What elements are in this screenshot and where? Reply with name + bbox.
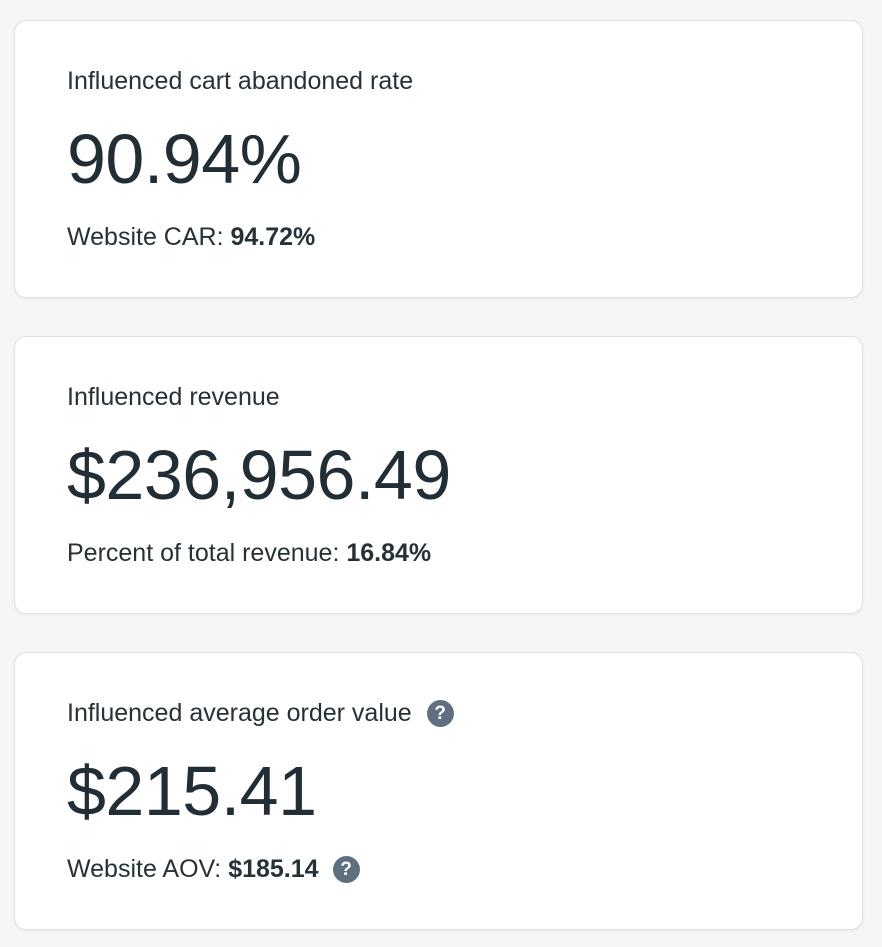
- comparison-value: $185.14: [228, 855, 319, 883]
- metric-comparison-text: Percent of total revenue: 16.84%: [67, 537, 431, 569]
- metric-comparison-row: Website CAR: 94.72%: [67, 221, 810, 253]
- metric-comparison-text: Website CAR: 94.72%: [67, 221, 315, 253]
- comparison-value: 94.72%: [230, 223, 316, 251]
- comparison-value: 16.84%: [346, 539, 432, 567]
- metric-title-row: Influenced average order value ?: [67, 697, 810, 729]
- metric-comparison-row: Percent of total revenue: 16.84%: [67, 537, 810, 569]
- metric-card-influenced-average-order-value: Influenced average order value ? $215.41…: [14, 652, 863, 930]
- metric-title: Influenced cart abandoned rate: [67, 67, 414, 95]
- metric-card-influenced-revenue: Influenced revenue $236,956.49 Percent o…: [14, 336, 863, 614]
- help-icon-glyph: ?: [434, 702, 446, 724]
- metric-value: 90.94%: [67, 120, 302, 198]
- metric-value: $236,956.49: [67, 436, 451, 514]
- metric-title-row: Influenced cart abandoned rate: [67, 65, 810, 97]
- help-icon-glyph: ?: [340, 858, 352, 880]
- metric-title: Influenced revenue: [67, 383, 280, 411]
- metric-comparison-text: Website AOV: $185.14: [67, 853, 319, 885]
- metric-card-influenced-cart-abandoned-rate: Influenced cart abandoned rate 90.94% We…: [14, 20, 863, 298]
- metric-title-row: Influenced revenue: [67, 381, 810, 413]
- metric-title: Influenced average order value: [67, 699, 412, 727]
- metric-value: $215.41: [67, 752, 317, 830]
- help-icon[interactable]: ?: [332, 855, 360, 883]
- comparison-label: Website AOV:: [67, 855, 229, 883]
- metric-comparison-row: Website AOV: $185.14 ?: [67, 853, 810, 885]
- comparison-label: Website CAR:: [67, 223, 231, 251]
- help-icon[interactable]: ?: [426, 699, 454, 727]
- comparison-label: Percent of total revenue:: [67, 539, 347, 567]
